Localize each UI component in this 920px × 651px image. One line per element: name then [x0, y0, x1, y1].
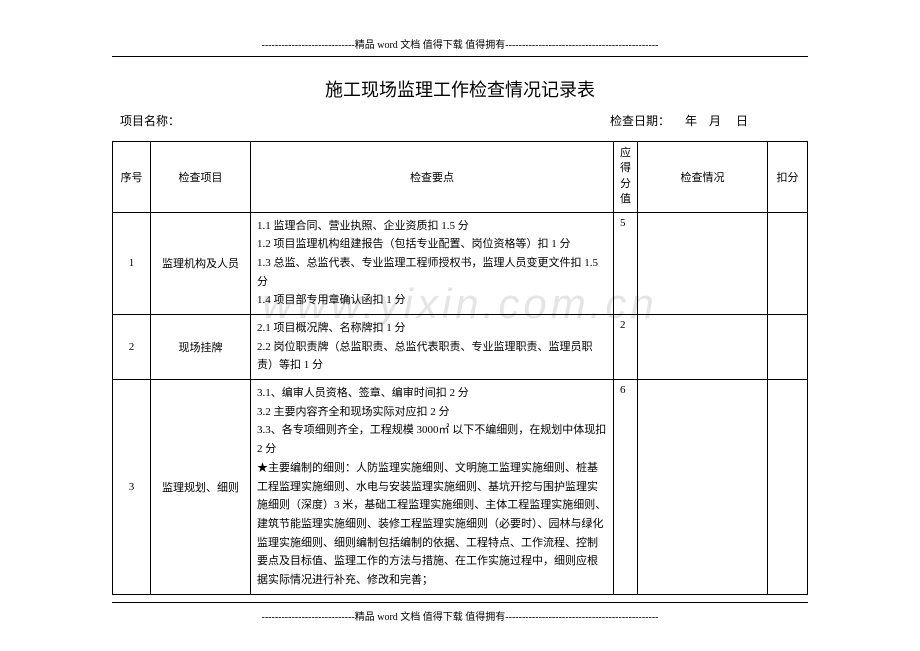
cell-deduct [768, 212, 808, 314]
cell-deduct [768, 380, 808, 595]
cell-seq: 2 [113, 315, 151, 380]
col-status-header: 检查情况 [638, 142, 768, 213]
top-rule [112, 56, 808, 57]
cell-status [638, 380, 768, 595]
cell-score: 5 [614, 212, 638, 314]
cell-item: 监理机构及人员 [151, 212, 251, 314]
cell-seq: 3 [113, 380, 151, 595]
cell-status [638, 315, 768, 380]
project-name-label: 项目名称： [120, 112, 180, 129]
header-decoration: ----------------------------精品 word 文档 值… [0, 36, 920, 51]
cell-score: 2 [614, 315, 638, 380]
date-year: 年 [685, 114, 697, 128]
date-prefix: 检查日期： [610, 114, 670, 128]
date-month: 月 [709, 114, 721, 128]
cell-seq: 1 [113, 212, 151, 314]
check-date-label: 检查日期： 年 月 日 [610, 112, 808, 129]
col-seq-header: 序号 [113, 142, 151, 213]
cell-item: 现场挂牌 [151, 315, 251, 380]
footer-decoration: ----------------------------精品 word 文档 值… [0, 608, 920, 623]
page-title: 施工现场监理工作检查情况记录表 [112, 76, 808, 102]
table-row: 2 现场挂牌 2.1 项目概况牌、名称牌扣 1 分2.2 岗位职责牌（总监职责、… [113, 315, 808, 380]
meta-row: 项目名称： 检查日期： 年 月 日 [112, 112, 808, 129]
col-score-header: 应得分值 [614, 142, 638, 213]
inspection-table: 序号 检查项目 检查要点 应得分值 检查情况 扣分 1 监理机构及人员 1.1 … [112, 141, 808, 595]
table-body: 1 监理机构及人员 1.1 监理合同、营业执照、企业资质扣 1.5 分1.2 项… [113, 212, 808, 594]
cell-score: 6 [614, 380, 638, 595]
cell-status [638, 212, 768, 314]
cell-points: 1.1 监理合同、营业执照、企业资质扣 1.5 分1.2 项目监理机构组建报告（… [251, 212, 614, 314]
col-item-header: 检查项目 [151, 142, 251, 213]
table-row: 3 监理规划、细则 3.1、编审人员资格、签章、编审时间扣 2 分3.2 主要内… [113, 380, 808, 595]
date-day: 日 [736, 114, 748, 128]
table-row: 1 监理机构及人员 1.1 监理合同、营业执照、企业资质扣 1.5 分1.2 项… [113, 212, 808, 314]
col-deduct-header: 扣分 [768, 142, 808, 213]
cell-points: 3.1、编审人员资格、签章、编审时间扣 2 分3.2 主要内容齐全和现场实际对应… [251, 380, 614, 595]
table-header-row: 序号 检查项目 检查要点 应得分值 检查情况 扣分 [113, 142, 808, 213]
cell-item: 监理规划、细则 [151, 380, 251, 595]
cell-deduct [768, 315, 808, 380]
cell-points: 2.1 项目概况牌、名称牌扣 1 分2.2 岗位职责牌（总监职责、总监代表职责、… [251, 315, 614, 380]
col-points-header: 检查要点 [251, 142, 614, 213]
document-content: 施工现场监理工作检查情况记录表 项目名称： 检查日期： 年 月 日 [112, 76, 808, 595]
bottom-rule [112, 602, 808, 603]
